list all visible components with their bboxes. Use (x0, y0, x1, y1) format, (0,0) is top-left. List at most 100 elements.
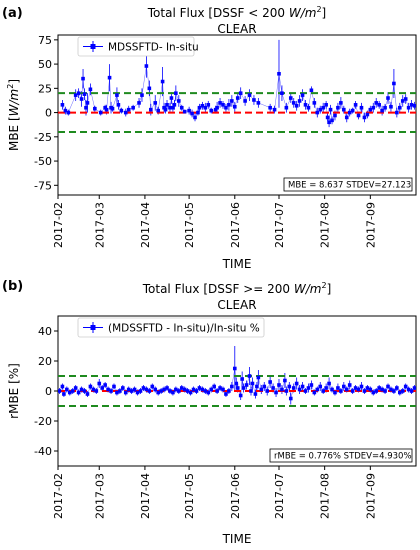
chart-subtitle: CLEAR (217, 22, 256, 36)
data-point (156, 390, 160, 395)
data-point (395, 386, 399, 390)
data-point (409, 389, 414, 393)
data-point (137, 101, 141, 105)
data-point (294, 103, 299, 108)
data-point (149, 107, 153, 112)
data-point (224, 392, 228, 396)
data-point (386, 96, 390, 100)
data-point (67, 390, 72, 395)
legend-box (77, 317, 265, 338)
data-point (103, 383, 107, 387)
data-layer (58, 39, 416, 133)
x-tick-label: 2017-03 (93, 473, 106, 519)
panel-a: (a) Total Flux [DSSF < 200 W/m2] CLEAR -75 -… (2, 5, 417, 271)
data-point (356, 113, 361, 118)
panel-b: (b) Total Flux [DSSF >= 200 W/m2] CLEAR -40… (2, 279, 417, 546)
data-point (300, 384, 305, 389)
data-point (272, 107, 277, 112)
x-axis-label: TIME (222, 257, 252, 271)
data-point (238, 91, 243, 95)
data-point (243, 99, 247, 103)
data-point (342, 384, 346, 389)
legend-marker (90, 325, 96, 330)
data-point (62, 392, 66, 396)
data-point (60, 384, 65, 389)
data-point (235, 386, 240, 390)
data-point (162, 105, 166, 110)
data-point (196, 110, 200, 115)
data-point (362, 115, 367, 120)
data-point (284, 389, 289, 393)
y-tick-label: -75 (34, 179, 52, 192)
data-point (190, 111, 194, 116)
data-point (359, 384, 364, 389)
data-point (172, 103, 177, 107)
data-point (280, 387, 284, 392)
data-point (412, 386, 416, 390)
data-point (371, 105, 376, 110)
data-point (253, 392, 258, 396)
data-point (160, 79, 165, 84)
data-point (321, 389, 325, 393)
y-tick-label: 40 (38, 325, 52, 338)
data-point (365, 112, 370, 117)
data-point (327, 381, 331, 386)
legend-marker (90, 44, 96, 49)
data-point (123, 390, 128, 395)
data-point (119, 108, 124, 113)
data-point (70, 389, 75, 393)
data-point (144, 387, 149, 392)
data-point (297, 99, 302, 103)
data-point (315, 387, 320, 392)
data-point (386, 384, 390, 389)
y-tick-label: 75 (38, 34, 52, 47)
data-point (371, 390, 376, 395)
data-point (153, 101, 158, 105)
data-point (187, 108, 191, 113)
data-point (362, 389, 367, 393)
data-point (73, 93, 78, 97)
data-point (392, 81, 396, 86)
data-point (255, 384, 259, 389)
data-point (318, 107, 323, 112)
y-tick-label: 50 (38, 58, 52, 71)
data-point (374, 101, 379, 105)
data-point (135, 390, 140, 395)
data-point (227, 389, 231, 393)
data-point (203, 389, 208, 393)
data-point (104, 107, 109, 112)
data-point (256, 375, 261, 380)
data-point (91, 387, 96, 392)
data-point (383, 389, 387, 393)
data-point (115, 390, 119, 395)
data-point (76, 390, 81, 395)
data-point (247, 93, 252, 97)
data-point (336, 386, 340, 390)
data-point (306, 386, 311, 390)
data-point (147, 389, 152, 393)
data-point (312, 390, 317, 395)
data-point (244, 383, 249, 387)
data-point (350, 389, 355, 393)
x-tick-label: 2017-03 (93, 202, 106, 248)
data-point (126, 107, 131, 112)
x-tick-label: 2017-07 (273, 202, 286, 248)
data-point (93, 106, 97, 111)
data-point (232, 104, 237, 109)
data-point (284, 105, 289, 110)
legend-label: MDSSFTD- In-situ (108, 42, 199, 54)
data-point (392, 389, 396, 393)
x-tick-label: 2017-02 (52, 473, 65, 519)
data-point (277, 71, 281, 76)
data-point (221, 387, 225, 392)
data-point (112, 384, 116, 389)
x-tick-label: 2017-05 (183, 202, 196, 248)
data-point (185, 389, 190, 393)
data-point (380, 108, 384, 113)
data-point (230, 99, 234, 103)
data-point (126, 387, 131, 392)
data-point (400, 389, 405, 393)
data-point (197, 105, 202, 110)
data-point (206, 103, 211, 107)
data-point (206, 390, 211, 395)
